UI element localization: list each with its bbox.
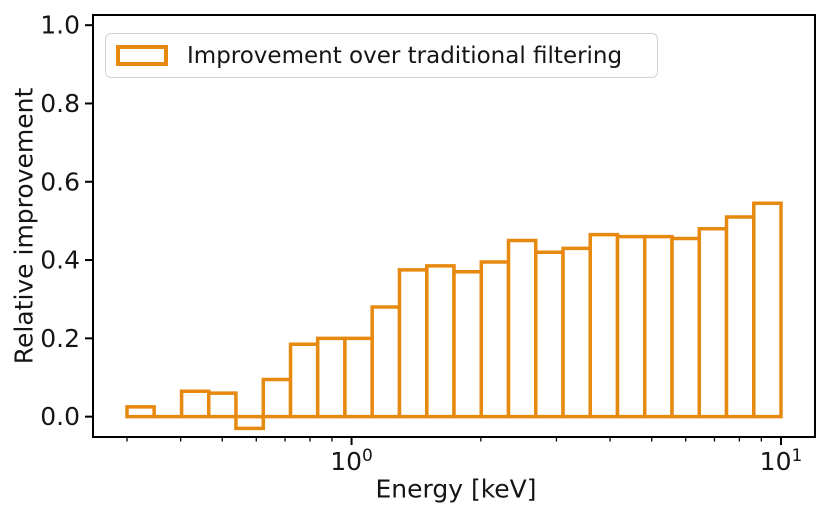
histogram-bar xyxy=(315,336,347,419)
x-axis-label: Energy [keV] xyxy=(375,474,537,504)
histogram-bar xyxy=(370,305,402,419)
y-tick-label: 1.0 xyxy=(40,11,80,40)
histogram-bar xyxy=(452,270,484,419)
histogram-bar xyxy=(534,250,565,419)
y-tick-label: 0.6 xyxy=(40,167,80,196)
histogram-bar xyxy=(697,226,729,419)
histogram-bar xyxy=(643,234,674,419)
legend: Improvement over traditional filtering xyxy=(105,33,658,78)
x-tick-base: 10 xyxy=(759,447,792,476)
legend-swatch-bar-outline-icon xyxy=(116,45,168,66)
histogram-bar xyxy=(234,414,266,431)
y-axis-label: Relative improvement xyxy=(9,87,39,365)
x-tick-label-1: 100 xyxy=(330,447,373,476)
histogram-bar xyxy=(343,336,374,419)
histogram-bar xyxy=(479,260,511,419)
y-tick-label: 0.4 xyxy=(40,246,80,275)
axes-spines xyxy=(92,14,816,438)
x-tick-exponent: 0 xyxy=(362,446,373,466)
histogram-bar xyxy=(588,232,620,419)
y-tick-label: 0.8 xyxy=(40,89,80,118)
histogram-bar xyxy=(125,405,156,419)
histogram-bar xyxy=(397,268,429,419)
histogram-bar xyxy=(561,246,592,419)
histogram-bar xyxy=(670,236,702,419)
legend-label: Improvement over traditional filtering xyxy=(187,42,623,69)
histogram-bar xyxy=(288,342,320,419)
histogram-bar xyxy=(206,391,238,419)
histogram-bar xyxy=(615,234,647,419)
histogram-bar xyxy=(425,264,456,419)
histogram-bar xyxy=(752,201,783,419)
histogram-bar xyxy=(179,389,211,419)
histogram-bar xyxy=(261,377,293,419)
y-tick-label: 0.2 xyxy=(40,324,80,353)
histogram-bar xyxy=(724,215,756,419)
x-tick-exponent: 1 xyxy=(791,446,803,466)
x-tick-label-2: 101 xyxy=(760,447,803,476)
x-tick-base: 10 xyxy=(330,447,363,476)
histogram-bar xyxy=(506,238,538,419)
y-tick-label: 0.0 xyxy=(40,402,80,431)
